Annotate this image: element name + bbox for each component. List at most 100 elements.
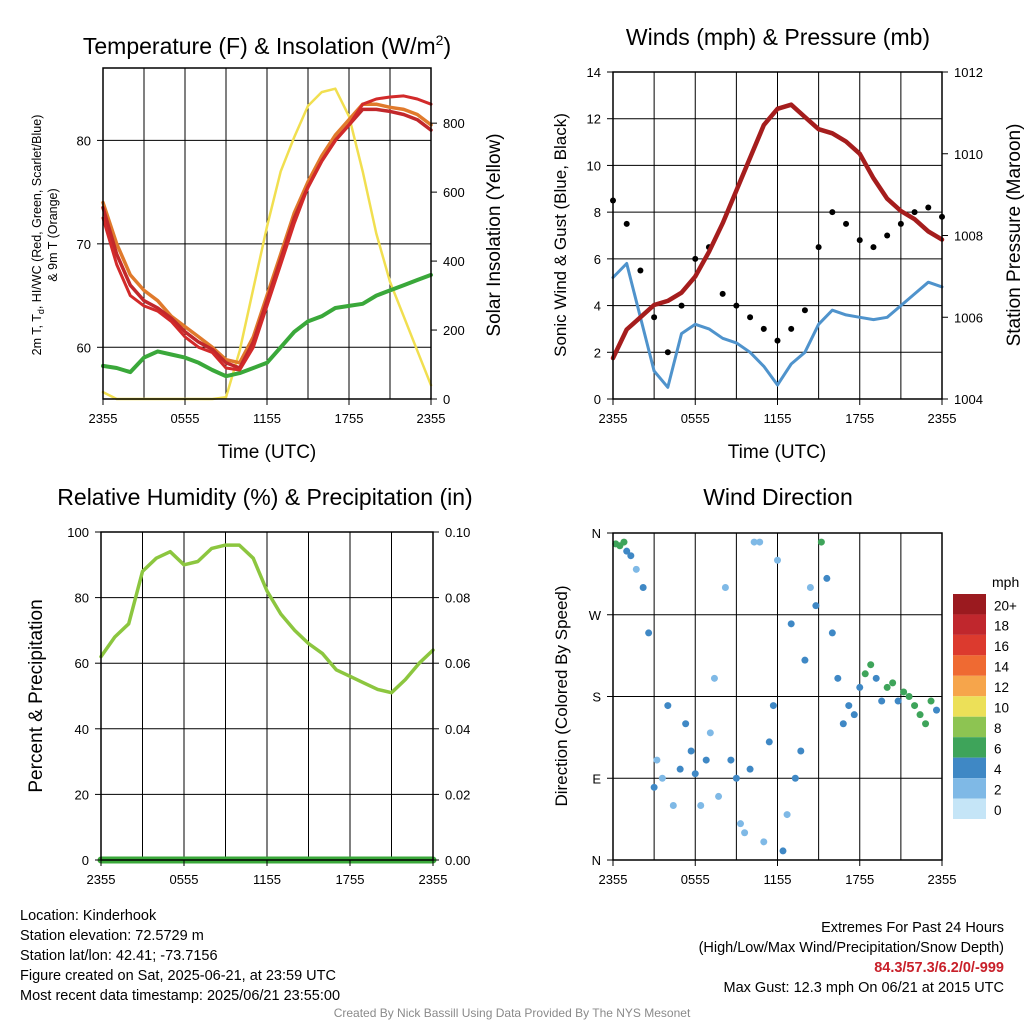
- gust-point: [623, 220, 630, 227]
- x-tick-label: 1155: [764, 411, 792, 426]
- direction-point: [817, 538, 825, 546]
- gust-point: [856, 237, 863, 244]
- y-tick-label-right: 600: [443, 185, 465, 200]
- direction-point: [645, 629, 653, 637]
- sonic-wind-line: [611, 262, 944, 389]
- rh-title: Relative Humidity (%) & Precipitation (i…: [57, 484, 472, 510]
- direction-point: [669, 802, 677, 809]
- temp-series-line: [101, 94, 433, 372]
- gust-point: [760, 325, 767, 332]
- y-tick-label-left: 0: [594, 392, 601, 407]
- y-tick-label-left: 8: [594, 205, 601, 220]
- y-tick-label-left: 60: [75, 656, 89, 671]
- colorbar-swatch: [953, 696, 986, 717]
- temp-series-line: [101, 272, 433, 379]
- colorbar-swatch: [953, 634, 986, 656]
- colorbar-swatch: [953, 655, 986, 676]
- direction-point: [639, 584, 647, 591]
- y-tick-label-left: 100: [67, 525, 89, 540]
- direction-point: [867, 661, 875, 669]
- colorbar-swatch: [953, 594, 986, 615]
- direction-point: [861, 670, 869, 678]
- direction-point: [845, 702, 853, 710]
- wind-xlabel: Time (UTC): [728, 442, 827, 463]
- gust-point: [774, 337, 781, 344]
- y-tick-label-left: 70: [77, 237, 91, 252]
- colorbar-swatch: [953, 757, 986, 779]
- y-tick-label-right: 800: [443, 116, 465, 131]
- colorbar-label: 2: [994, 782, 1002, 797]
- x-tick-label: 0555: [170, 872, 199, 887]
- y-tick-label-right: 0.06: [445, 656, 470, 671]
- rh-ylabel-left: Percent & Precipitation: [26, 599, 47, 792]
- temp-grid: [103, 68, 431, 399]
- direction-point: [741, 829, 749, 837]
- y-tick-label-left: 20: [75, 787, 89, 802]
- rh-grid: [101, 532, 433, 860]
- temp-ylabel-left-line2: & 9m T (Orange): [46, 188, 60, 281]
- direction-point: [658, 774, 666, 782]
- gust-point: [801, 307, 808, 314]
- direction-point: [911, 702, 919, 710]
- wind-ylabel-right: Station Pressure (Maroon): [1004, 124, 1024, 347]
- gust-point: [733, 302, 740, 309]
- y-tick-label-left: 12: [587, 112, 601, 127]
- gust-point: [843, 220, 850, 227]
- gust-point: [925, 204, 932, 211]
- y-tick-label-left: 0: [82, 853, 89, 868]
- direction-point: [732, 774, 740, 782]
- colorbar-swatch: [953, 675, 986, 697]
- direction-point: [687, 747, 695, 755]
- speed-colorbar: 20+ 18 16 14 12 10 8 6 4 2 0: [953, 594, 1017, 819]
- wind-title: Winds (mph) & Pressure (mb): [626, 24, 930, 50]
- y-tick-label-right: 0: [443, 392, 450, 407]
- y-tick-label-left: 4: [594, 299, 601, 314]
- direction-point: [878, 697, 886, 705]
- temp-series-line: [101, 107, 433, 370]
- colorbar-swatch: [953, 798, 986, 819]
- y-tick-label-right: 0.04: [445, 722, 470, 737]
- direction-point: [691, 770, 699, 778]
- direction-points: [612, 538, 941, 855]
- direction-point: [702, 756, 710, 764]
- direction-point: [632, 565, 640, 573]
- direction-point: [922, 720, 930, 728]
- direction-point: [797, 747, 805, 755]
- direction-point: [664, 702, 672, 710]
- colorbar-label: 18: [994, 619, 1009, 634]
- y-tick-label-left: W: [589, 608, 602, 623]
- x-tick-label: 1155: [253, 872, 281, 887]
- pressure-line: [610, 102, 945, 361]
- temp-ylabel-left: 2m T, Td, HI/WC (Red, Green, Scarlet/Blu…: [30, 115, 46, 356]
- y-tick-label-right: 1008: [954, 229, 983, 244]
- y-tick-label-right: 0.10: [445, 525, 470, 540]
- y-tick-label-left: N: [592, 526, 601, 541]
- gust-point: [664, 349, 671, 356]
- x-tick-label: 1755: [845, 411, 874, 426]
- x-tick-label: 1755: [335, 411, 364, 426]
- credit-line: Created By Nick Bassill Using Data Provi…: [333, 1006, 691, 1020]
- colorbar-label: 16: [994, 639, 1009, 654]
- direction-point: [791, 774, 799, 782]
- colorbar-swatch: [953, 778, 986, 799]
- y-tick-label-right: 1004: [954, 392, 983, 407]
- extremes-info: Extremes For Past 24 Hours (High/Low/Max…: [699, 918, 1004, 998]
- figure-created: Figure created on Sat, 2025-06-21, at 23…: [20, 968, 336, 984]
- direction-point: [697, 802, 705, 809]
- direction-point: [916, 711, 924, 719]
- direction-title: Wind Direction: [703, 484, 853, 510]
- direction-point: [933, 706, 941, 714]
- gust-point: [911, 209, 918, 216]
- y-tick-label-left: 80: [75, 591, 89, 606]
- y-tick-label-right: 0.02: [445, 787, 470, 802]
- gust-point: [884, 232, 891, 239]
- y-tick-label-right: 1010: [954, 147, 983, 162]
- direction-point: [787, 620, 795, 628]
- direction-point: [650, 783, 658, 791]
- temp-xlabel: Time (UTC): [218, 442, 317, 463]
- max-gust: Max Gust: 12.3 mph On 06/21 at 2015 UTC: [723, 980, 1004, 996]
- gust-point: [870, 244, 877, 251]
- colorbar-label: 10: [994, 701, 1009, 716]
- direction-point: [774, 556, 781, 564]
- direction-point: [783, 811, 791, 819]
